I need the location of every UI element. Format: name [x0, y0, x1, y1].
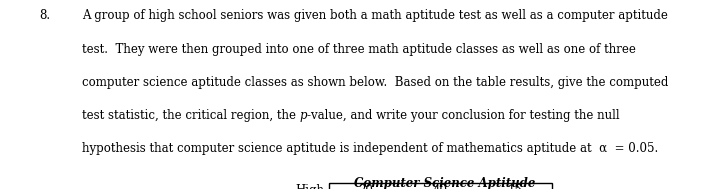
- Text: 15: 15: [507, 184, 522, 189]
- Text: 40: 40: [433, 184, 448, 189]
- Text: test.  They were then grouped into one of three math aptitude classes as well as: test. They were then grouped into one of…: [82, 43, 636, 56]
- Text: 20: 20: [359, 184, 374, 189]
- Text: 8.: 8.: [39, 9, 51, 22]
- Text: A group of high school seniors was given both a math aptitude test as well as a : A group of high school seniors was given…: [82, 9, 668, 22]
- Text: -value, and write your conclusion for testing the null: -value, and write your conclusion for te…: [307, 109, 619, 122]
- Text: test statistic, the critical region, the: test statistic, the critical region, the: [82, 109, 300, 122]
- Text: computer science aptitude classes as shown below.  Based on the table results, g: computer science aptitude classes as sho…: [82, 76, 669, 89]
- Text: hypothesis that computer science aptitude is independent of mathematics aptitude: hypothesis that computer science aptitud…: [82, 142, 658, 155]
- Text: p: p: [300, 109, 307, 122]
- Text: High: High: [295, 184, 324, 189]
- Text: Computer Science Aptitude: Computer Science Aptitude: [355, 177, 535, 189]
- Bar: [329, 183, 552, 189]
